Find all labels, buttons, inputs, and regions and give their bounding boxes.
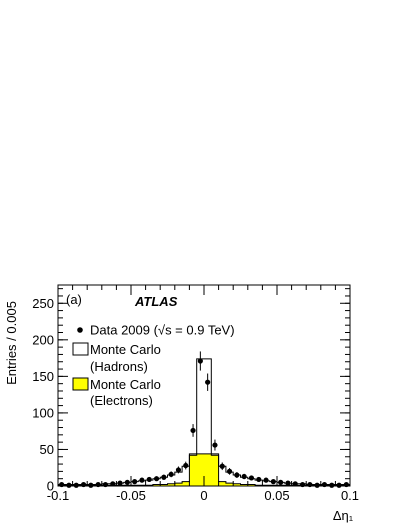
data-point	[175, 467, 182, 473]
legend-data-label: Data 2009 (√s = 0.9 TeV)	[90, 323, 235, 338]
data-point	[336, 482, 342, 488]
data-point	[146, 476, 152, 483]
data-point	[226, 468, 233, 474]
y-tick-label: 50	[40, 442, 54, 457]
x-tick-label: -0.05	[116, 488, 146, 503]
data-point	[190, 427, 196, 434]
data-point	[263, 477, 269, 483]
data-point	[132, 479, 138, 485]
data-point	[139, 477, 145, 483]
data-point	[117, 480, 123, 486]
y-tick-label: 250	[32, 296, 54, 311]
x-axis-label: Δη₁	[333, 508, 354, 523]
data-point	[292, 481, 298, 487]
y-tick-label: 150	[32, 369, 54, 384]
data-point	[278, 479, 284, 485]
data-point	[248, 475, 255, 481]
data-point	[329, 482, 335, 488]
data-point	[124, 479, 130, 485]
data-point	[314, 482, 320, 488]
data-point	[205, 379, 211, 385]
y-tick-label: 100	[32, 405, 54, 420]
data-point	[66, 482, 72, 488]
legend-electrons-swatch	[72, 377, 89, 391]
panel-label: (a)	[66, 292, 82, 307]
data-point	[270, 479, 276, 485]
data-point	[285, 480, 291, 486]
x-tick-label: -0.1	[47, 488, 69, 503]
x-tick-label: 0	[200, 488, 207, 503]
axis-ticks: -0.1 -0.05 0 0.05 0.1 0 50 100 150 200 250	[32, 285, 359, 503]
y-tick-label: 0	[47, 479, 54, 494]
data-point	[219, 463, 225, 469]
data-point	[241, 473, 247, 480]
data-point	[168, 471, 174, 477]
electrons-histogram-fill	[57, 453, 351, 487]
legend-hadrons-line1: Monte Carlo	[90, 342, 161, 357]
data-point	[234, 472, 240, 478]
data-point	[183, 462, 189, 469]
data-point	[153, 476, 160, 482]
legend-electrons-line1: Monte Carlo	[90, 377, 161, 392]
data-point	[197, 358, 203, 364]
legend: Data 2009 (√s = 0.9 TeV) Monte Carlo (Ha…	[72, 323, 235, 408]
data-point	[212, 442, 218, 448]
legend-data-marker	[77, 327, 83, 333]
legend-hadrons-swatch	[72, 342, 89, 356]
y-axis-label: Entries / 0.005	[4, 301, 19, 385]
x-tick-label: 0.05	[264, 488, 289, 503]
legend-hadrons-line2: (Hadrons)	[90, 359, 148, 374]
legend-electrons-line2: (Electrons)	[90, 393, 153, 408]
x-tick-label: 0.1	[341, 488, 359, 503]
electrons-histogram	[57, 453, 351, 487]
data-point	[256, 476, 262, 483]
data-point	[73, 482, 79, 488]
y-tick-label: 200	[32, 332, 54, 347]
data-point	[161, 474, 167, 480]
atlas-label: ATLAS	[134, 294, 178, 309]
data-point	[88, 482, 94, 488]
data-point	[110, 481, 116, 487]
